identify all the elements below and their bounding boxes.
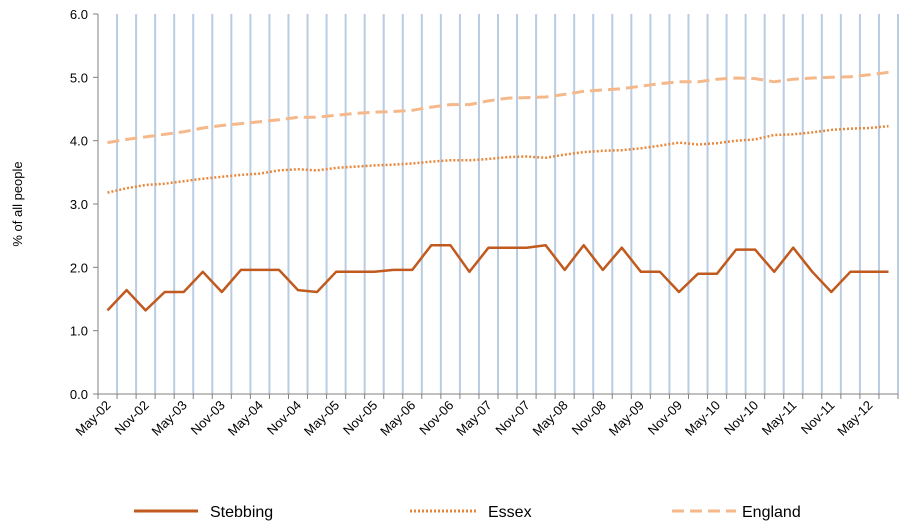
y-tick-label: 2.0 xyxy=(70,260,88,275)
x-tick-label: Nov-06 xyxy=(416,398,456,438)
x-tick-label: Nov-02 xyxy=(111,398,151,438)
x-tick-label: Nov-10 xyxy=(721,398,761,438)
x-tick-label: May-10 xyxy=(682,398,723,439)
series-lines xyxy=(106,70,889,312)
x-tick-label: May-09 xyxy=(606,398,647,439)
x-tick-label: May-08 xyxy=(530,398,571,439)
legend-label-essex: Essex xyxy=(488,504,532,521)
x-tick-label: May-12 xyxy=(834,398,875,439)
x-tick-label: Nov-05 xyxy=(340,398,380,438)
x-tick-label: Nov-07 xyxy=(492,398,532,438)
x-tick-label: Nov-09 xyxy=(645,398,685,438)
y-tick-label: 0.0 xyxy=(70,387,88,402)
x-tick-label: Nov-04 xyxy=(264,398,304,438)
x-tick-label: May-03 xyxy=(149,398,190,439)
y-tick-label: 3.0 xyxy=(70,197,88,212)
series-line-england xyxy=(107,70,889,145)
x-tick-label: May-04 xyxy=(225,398,266,439)
y-tick-label: 4.0 xyxy=(70,134,88,149)
axes xyxy=(93,13,899,399)
x-tick-label: Nov-11 xyxy=(798,398,838,438)
legend-label-england: England xyxy=(742,504,801,521)
x-tick-label: May-07 xyxy=(453,398,494,439)
gridlines xyxy=(116,14,899,394)
y-tick-label: 6.0 xyxy=(70,7,88,22)
y-axis-label: % of all people xyxy=(10,161,25,246)
y-tick-label: 1.0 xyxy=(70,324,88,339)
x-tick-label: May-06 xyxy=(377,398,418,439)
x-tick-label: Nov-03 xyxy=(188,398,228,438)
series-line-stebbing xyxy=(106,243,889,312)
x-tick-label: May-02 xyxy=(72,398,113,439)
legend: Stebbing Essex England xyxy=(134,504,801,521)
series-line-essex xyxy=(107,124,889,194)
x-tick-label: May-05 xyxy=(301,398,342,439)
tick-labels: 0.01.02.03.04.05.06.0May-02Nov-02May-03N… xyxy=(70,7,876,439)
x-tick-label: Nov-08 xyxy=(569,398,609,438)
y-tick-label: 5.0 xyxy=(70,70,88,85)
x-tick-label: May-11 xyxy=(759,398,800,439)
legend-label-stebbing: Stebbing xyxy=(210,504,273,521)
